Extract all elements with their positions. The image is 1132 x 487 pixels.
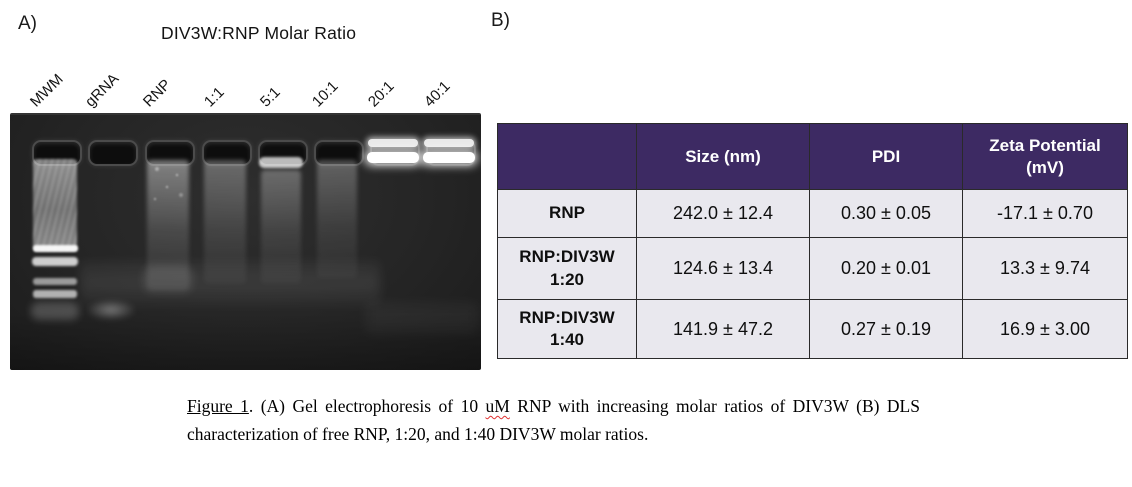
figure-caption: Figure 1. (A) Gel electrophoresis of 10 … — [187, 392, 920, 448]
lane-10-1-smear — [317, 160, 357, 278]
lane-label-20-1: 20:1 — [364, 77, 398, 111]
lane-1-1-smear — [204, 160, 246, 284]
figure-caption-text-1: . (A) Gel electrophoresis of 10 — [248, 396, 486, 416]
table-row-label: RNP — [498, 190, 637, 238]
figure-caption-label: Figure 1 — [187, 396, 249, 416]
table-cell-size: 124.6 ± 13.4 — [637, 238, 810, 300]
gel-electrophoresis-image — [10, 113, 481, 370]
table-cell-size: 242.0 ± 12.4 — [637, 190, 810, 238]
mwm-ladder-band-3 — [33, 278, 77, 285]
gel-well-grna — [88, 140, 138, 166]
gel-well-1-1 — [202, 140, 252, 166]
panel-b-label: B) — [491, 10, 510, 31]
lane-label-1-1: 1:1 — [200, 83, 228, 111]
rnp-lane-glow — [143, 265, 193, 293]
lane-label-40-1: 40:1 — [420, 77, 454, 111]
panel-a-label: A) — [18, 13, 37, 34]
gel-well-10-1 — [314, 140, 364, 166]
lane-label-grna: gRNA — [81, 70, 123, 111]
table-cell-zeta: -17.1 ± 0.70 — [963, 190, 1128, 238]
table-header-blank — [498, 124, 637, 190]
lane-label-10-1: 10:1 — [308, 77, 342, 111]
lane-20-1-well-band-bottom — [367, 152, 419, 163]
gel-right-faint-glow — [366, 303, 478, 333]
table-header-size: Size (nm) — [637, 124, 810, 190]
table-header-zeta: Zeta Potential (mV) — [963, 124, 1128, 190]
lane-label-rnp: RNP — [139, 76, 175, 111]
table-cell-zeta: 13.3 ± 9.74 — [963, 238, 1128, 300]
mwm-ladder-band-1 — [33, 245, 78, 252]
dls-characterization-table: Size (nm) PDI Zeta Potential (mV) RNP 24… — [497, 123, 1128, 359]
table-cell-size: 141.9 ± 47.2 — [637, 300, 810, 359]
table-cell-pdi: 0.20 ± 0.01 — [810, 238, 963, 300]
table-row-label: RNP:DIV3W 1:20 — [498, 238, 637, 300]
rnp-lane-speckle — [147, 161, 189, 207]
figure-caption-text-2: RNP with increasing molar ratios of DIV3… — [187, 396, 920, 444]
gel-title: DIV3W:RNP Molar Ratio — [161, 23, 357, 43]
mwm-ladder-band-2 — [32, 257, 78, 266]
mwm-ladder-smear — [33, 159, 77, 251]
mwm-ladder-band-4 — [33, 290, 77, 298]
mwm-ladder-glow — [31, 302, 79, 320]
lane-5-1-top-band — [259, 157, 303, 168]
table-cell-pdi: 0.27 ± 0.19 — [810, 300, 963, 359]
gel-background-glow — [80, 261, 380, 307]
grna-band — [87, 300, 135, 320]
lane-label-5-1: 5:1 — [256, 83, 284, 111]
lane-40-1-well-band-bottom — [423, 152, 475, 163]
lane-label-mwm: MWM — [26, 70, 67, 111]
lane-5-1-smear — [261, 170, 301, 284]
table-cell-pdi: 0.30 ± 0.05 — [810, 190, 963, 238]
gel-well-mwm — [32, 140, 82, 166]
gel-bottom-shadow — [10, 313, 481, 370]
figure-caption-misspelled-word: uM — [485, 396, 510, 416]
lane-40-1-well-band-top — [424, 139, 474, 147]
table-row-label: RNP:DIV3W 1:40 — [498, 300, 637, 359]
table-header-pdi: PDI — [810, 124, 963, 190]
lane-20-1-well-band-top — [368, 139, 418, 147]
table-cell-zeta: 16.9 ± 3.00 — [963, 300, 1128, 359]
